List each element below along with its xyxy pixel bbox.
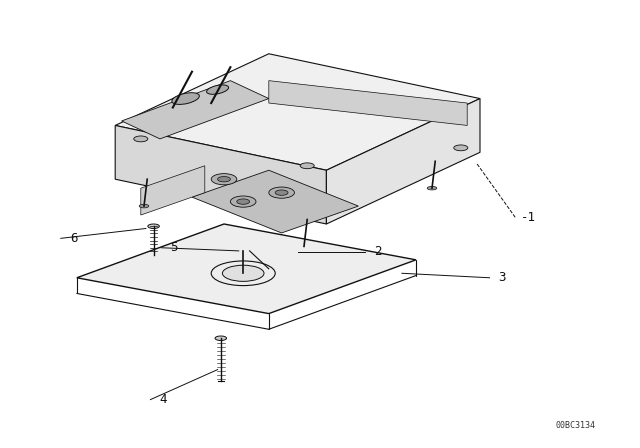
Ellipse shape (140, 204, 149, 208)
Text: 5: 5 (170, 241, 178, 254)
Ellipse shape (269, 187, 294, 198)
Ellipse shape (230, 196, 256, 207)
Ellipse shape (218, 177, 230, 182)
Text: 00BC3134: 00BC3134 (556, 421, 595, 430)
Ellipse shape (237, 199, 250, 204)
Ellipse shape (300, 245, 309, 248)
Polygon shape (141, 166, 205, 215)
Ellipse shape (207, 85, 228, 94)
Polygon shape (269, 81, 467, 125)
Polygon shape (122, 81, 269, 139)
Text: -1: -1 (520, 211, 536, 224)
Ellipse shape (454, 145, 468, 151)
Text: 4: 4 (159, 393, 167, 406)
Text: 6: 6 (70, 232, 77, 245)
Text: 3: 3 (499, 271, 506, 284)
Ellipse shape (172, 93, 199, 104)
Polygon shape (115, 125, 326, 224)
Ellipse shape (148, 224, 159, 228)
Ellipse shape (300, 163, 314, 168)
Ellipse shape (428, 186, 437, 190)
Ellipse shape (223, 265, 264, 281)
Ellipse shape (275, 190, 288, 195)
Text: 2: 2 (374, 245, 381, 258)
Polygon shape (192, 170, 358, 233)
Ellipse shape (215, 336, 227, 340)
Ellipse shape (211, 173, 237, 185)
Polygon shape (115, 54, 480, 170)
Ellipse shape (134, 136, 148, 142)
Polygon shape (77, 224, 416, 314)
Polygon shape (326, 99, 480, 224)
